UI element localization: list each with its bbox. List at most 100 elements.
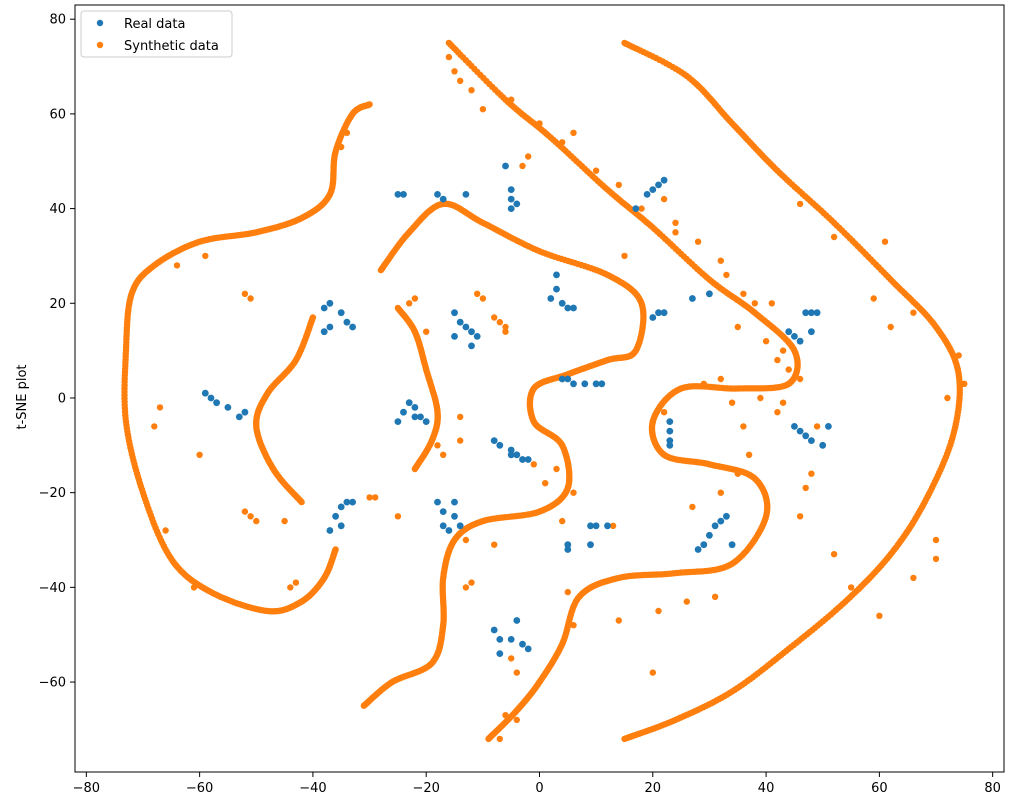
real-data-point [490,626,498,634]
real-data-point [666,437,674,444]
synthetic-data-point [559,442,566,449]
synthetic-data-point [621,252,628,260]
synthetic-data-point [785,366,792,373]
real-data-point [473,333,481,340]
synthetic-data-point [468,87,475,94]
real-data-point [660,176,668,184]
synthetic-data-point [932,536,940,544]
synthetic-data-point [536,120,543,127]
synthetic-data-point [343,129,351,136]
real-data-point [468,328,475,336]
synthetic-data-point [474,290,481,297]
synthetic-data-point [338,143,345,151]
real-data-point [666,418,674,425]
synthetic-data-point [570,622,577,629]
real-data-point [320,328,328,336]
synthetic-data-point [519,162,526,170]
synthetic-data-point [932,555,940,563]
real-data-point [796,337,804,345]
real-data-point [507,195,515,203]
synthetic-data-point [955,352,962,359]
synthetic-data-point [813,423,821,430]
real-data-point [400,408,407,416]
synthetic-data-point [762,338,770,345]
synthetic-data-point [961,380,968,387]
synthetic-data-point [910,309,917,316]
real-data-point [496,441,504,449]
synthetic-data-point [281,517,288,525]
synthetic-data-point [660,409,668,416]
synthetic-data-point [366,494,373,501]
legend-marker-synthetic [96,41,104,49]
synthetic-data-point [615,617,622,624]
synthetic-data-point [553,465,560,473]
real-data-point [507,446,515,454]
synthetic-data-point [513,669,520,676]
synthetic-data-point [196,451,203,458]
x-tick-label: 60 [871,781,888,796]
synthetic-data-point [502,323,509,331]
real-data-point [791,333,798,340]
real-data-point [813,309,821,317]
real-data-point [558,299,566,307]
real-data-point [451,309,458,317]
real-data-point [462,323,470,331]
real-data-point [808,309,815,317]
plot-layer [121,39,968,743]
y-tick-label: −40 [39,581,66,596]
real-data-point [711,522,719,530]
real-data-point [655,181,662,189]
synthetic-data-point [723,271,730,279]
synthetic-data-point [717,257,724,264]
synthetic-data-point [502,328,509,335]
synthetic-data-point [655,607,662,615]
real-data-point [207,394,215,402]
synthetic-data-point [411,295,419,302]
synthetic-data-point [887,323,894,331]
synthetic-data-point [434,442,441,449]
synthetic-data-point [173,262,181,269]
synthetic-data-point [253,517,260,525]
synthetic-data-point [694,238,702,245]
real-data-point [320,304,328,312]
real-data-point [326,527,334,534]
real-data-point [456,522,464,530]
real-data-point [337,503,345,511]
real-data-point [451,498,458,506]
synthetic-data-point [525,153,532,160]
real-data-point [666,427,674,435]
synthetic-data-point [162,527,169,534]
synthetic-data-point [734,470,741,477]
real-data-point [796,427,804,435]
legend-label-real: Real data [124,17,185,32]
y-axis-label: t-SNE plot [15,364,30,429]
real-data-point [417,413,424,421]
real-data-point [808,437,815,444]
real-data-point [439,195,447,203]
synthetic-data-point [717,375,724,383]
synthetic-data-point [774,409,781,416]
real-data-point [502,162,509,170]
real-data-point [808,328,815,336]
synthetic-data-point [700,380,707,387]
synthetic-data-point [366,101,373,108]
real-data-point [564,541,572,549]
real-data-point [213,399,221,407]
real-data-point [717,517,725,525]
real-data-point [507,451,515,459]
real-data-point [507,186,515,194]
real-data-point [496,636,504,643]
real-data-point [337,522,345,530]
synthetic-data-point [190,584,198,591]
synthetic-data-point [649,669,656,676]
x-tick-label: −40 [299,781,326,796]
real-data-point [689,295,696,302]
real-data-point [496,650,504,657]
synthetic-data-point [491,314,498,321]
real-data-point [598,380,606,388]
real-data-point [592,380,600,388]
real-data-point [394,191,402,198]
synthetic-data-point [496,319,503,326]
